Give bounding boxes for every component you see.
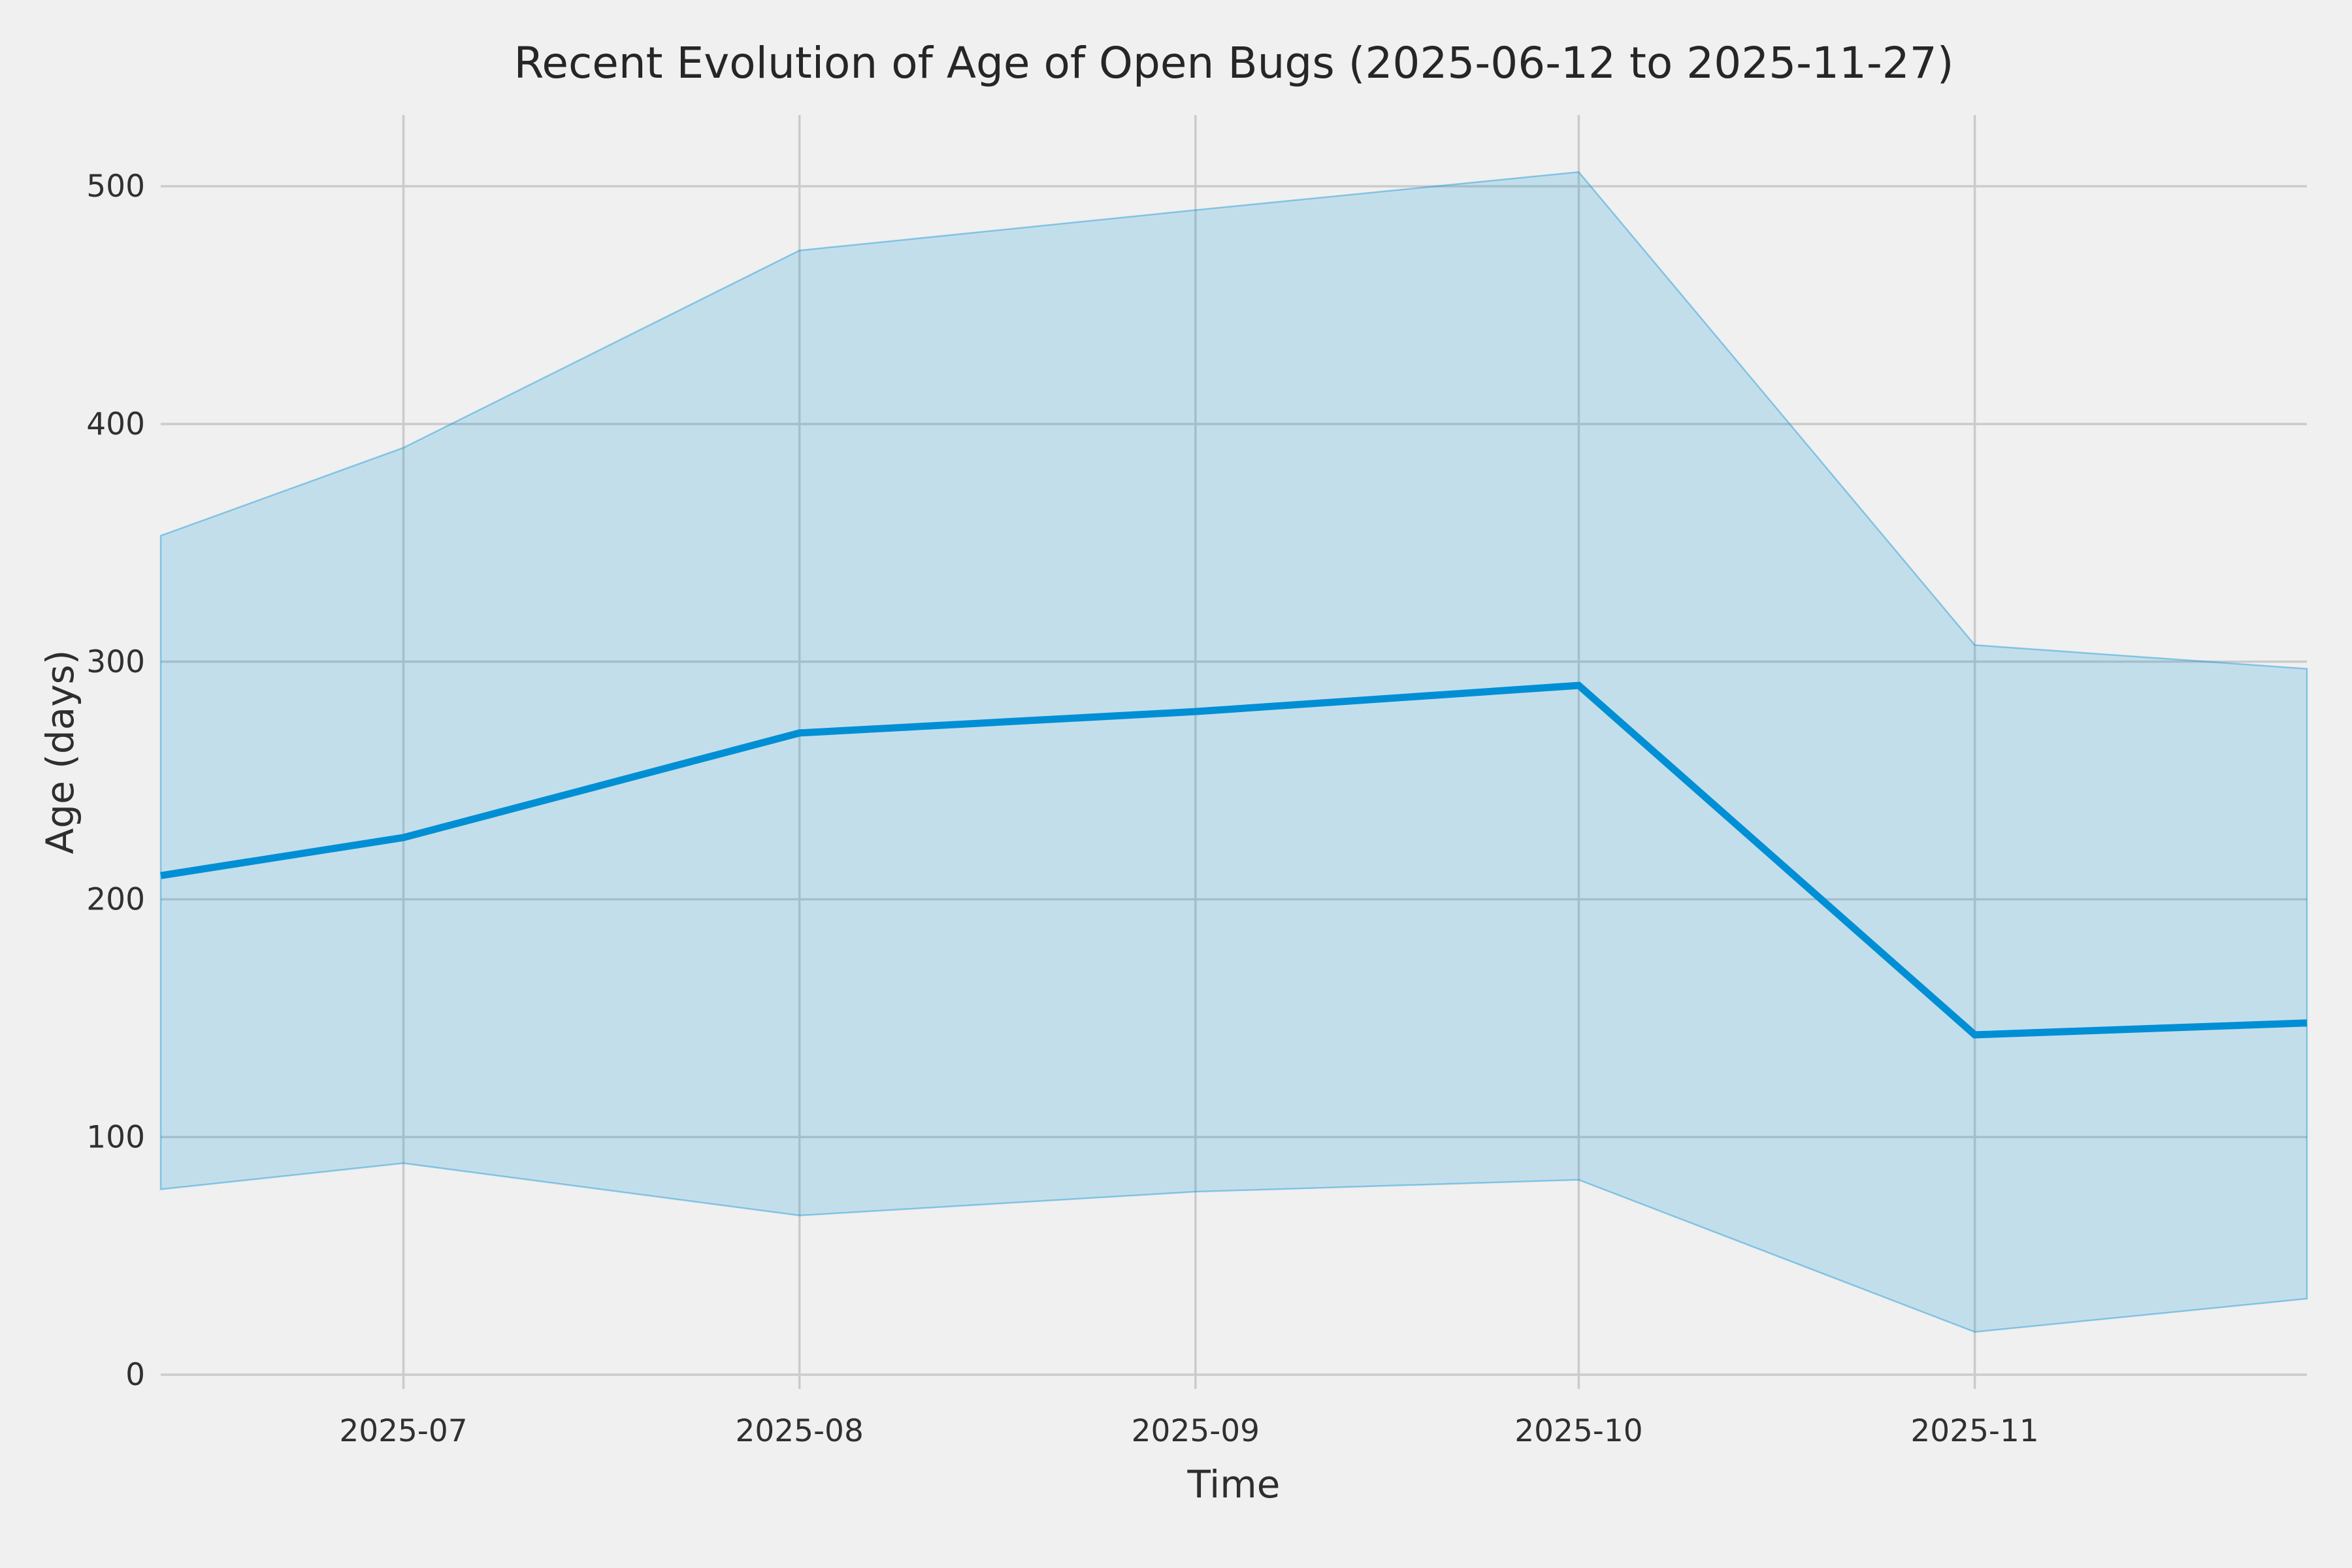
y-tick-label: 400: [86, 406, 145, 442]
x-axis-label: Time: [1187, 1462, 1281, 1507]
x-tick-label: 2025-08: [735, 1413, 863, 1449]
y-tick-label: 0: [125, 1357, 145, 1393]
y-axis-label: Age (days): [38, 649, 82, 855]
uncertainty-band: [159, 171, 2308, 1333]
median-line: [160, 681, 2308, 1039]
x-tick-label: 2025-09: [1132, 1413, 1260, 1449]
chart-title: Recent Evolution of Age of Open Bugs (20…: [514, 38, 1954, 88]
y-tick-label: 200: [86, 882, 145, 918]
y-tick-label: 300: [86, 644, 145, 680]
x-tick-label: 2025-10: [1514, 1413, 1642, 1449]
x-tick-label: 2025-07: [339, 1413, 467, 1449]
y-tick-label: 500: [86, 169, 145, 204]
y-tick-label: 100: [86, 1119, 145, 1155]
x-tick-label: 2025-11: [1910, 1413, 2038, 1449]
